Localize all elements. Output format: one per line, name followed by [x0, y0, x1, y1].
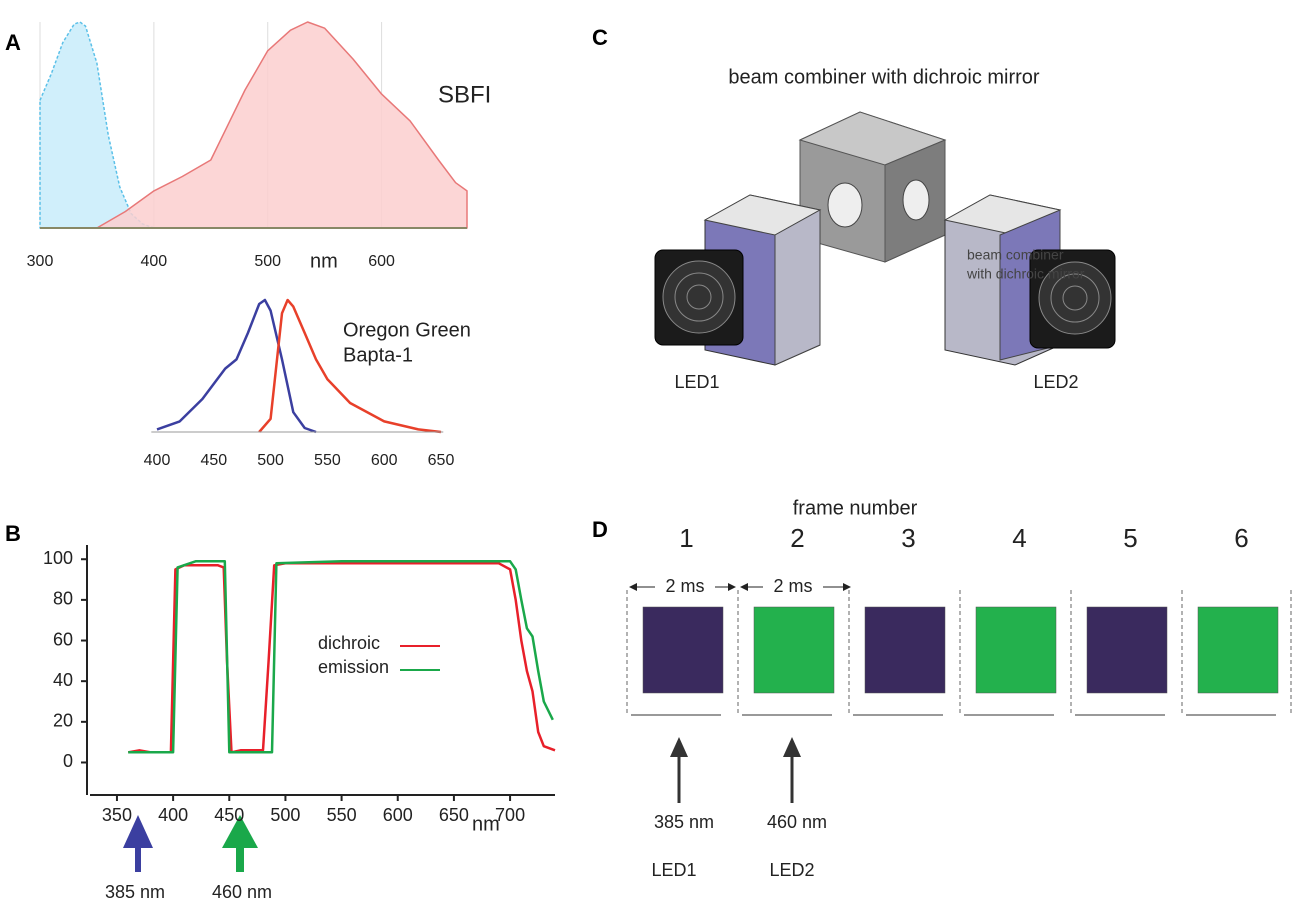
frame-number: 2 — [790, 523, 804, 553]
frame — [864, 606, 946, 694]
frame — [1197, 606, 1279, 694]
x-tick-label: 650 — [428, 452, 455, 469]
x-tick-label: 500 — [270, 805, 300, 825]
x-axis-label: nm — [310, 250, 338, 272]
interval-label: 2 ms — [665, 576, 704, 596]
timing-title: frame number — [793, 497, 918, 519]
x-tick-label: 400 — [158, 805, 188, 825]
x-tick-label: 650 — [439, 805, 469, 825]
y-tick-label: 100 — [43, 548, 73, 568]
frame — [642, 606, 724, 694]
area — [96, 21, 468, 229]
frame — [1086, 606, 1168, 694]
led-label: LED1 — [651, 860, 696, 880]
setup-illustration — [654, 111, 1116, 366]
line — [128, 560, 554, 754]
setup-title: beam combiner with dichroic mirror — [728, 66, 1040, 88]
led-label: LED2 — [1033, 372, 1078, 392]
overlay-label: with dichroic mirror — [966, 266, 1085, 282]
y-tick-label: 80 — [53, 589, 73, 609]
x-tick-label: 350 — [102, 805, 132, 825]
y-tick-label: 20 — [53, 711, 73, 731]
panel-label: A — [5, 30, 21, 55]
frame — [753, 606, 835, 694]
panel-label: D — [592, 517, 608, 542]
arrow — [236, 846, 244, 872]
x-tick-label: 450 — [214, 805, 244, 825]
x-tick-label: 400 — [144, 452, 171, 469]
x-tick-label: 300 — [27, 253, 54, 270]
annotation: SBFI — [438, 81, 491, 108]
x-tick-label: 500 — [257, 452, 284, 469]
annotation: Bapta-1 — [343, 344, 413, 366]
wavelength-label: 460 nm — [767, 812, 827, 832]
y-tick-label: 0 — [63, 751, 73, 771]
arrow-label: 385 nm — [105, 882, 165, 902]
y-tick-label: 60 — [53, 629, 73, 649]
led-label: LED1 — [674, 372, 719, 392]
frame-number: 5 — [1123, 523, 1137, 553]
label-bg — [763, 575, 823, 599]
led-label: LED2 — [769, 860, 814, 880]
x-tick-label: 550 — [327, 805, 357, 825]
chart: 350 400 450 500 550 600 650 700 0 20 40 60 80 100 dich… — [43, 545, 556, 825]
x-tick-label: 550 — [314, 452, 341, 469]
x-axis-label: nm — [472, 813, 500, 835]
panel-label: C — [592, 25, 608, 50]
line — [127, 562, 556, 754]
x-tick-label: 450 — [200, 452, 227, 469]
frame — [975, 606, 1057, 694]
arrow — [135, 846, 141, 872]
frame-number: 1 — [679, 523, 693, 553]
wavelength-label: 385 nm — [654, 812, 714, 832]
interval-label: 2 ms — [773, 576, 812, 596]
legend-label: dichroic — [318, 633, 380, 653]
area — [39, 21, 155, 229]
x-tick-label: 700 — [495, 805, 525, 825]
chart: 400 450 500 550 600 650 — [144, 298, 455, 469]
overlay-label: beam combiner — [967, 247, 1064, 263]
arrow — [123, 815, 153, 848]
arrow — [670, 737, 688, 757]
frame-number: 3 — [901, 523, 915, 553]
x-tick-label: 500 — [254, 253, 281, 270]
label-bg — [655, 575, 715, 599]
y-tick-label: 40 — [53, 670, 73, 690]
frame-number: 4 — [1012, 523, 1026, 553]
arrow — [783, 737, 801, 757]
x-tick-label: 600 — [371, 452, 398, 469]
x-tick-label: 400 — [141, 253, 168, 270]
annotation: Oregon Green — [343, 319, 471, 341]
line — [258, 298, 442, 434]
x-tick-label: 600 — [368, 253, 395, 270]
arrow-label: 460 nm — [212, 882, 272, 902]
chart: 300 400 500 600 — [27, 21, 468, 270]
arrow — [222, 815, 258, 848]
line — [156, 298, 317, 434]
legend-label: emission — [318, 657, 389, 677]
panel-label: B — [5, 521, 21, 546]
x-tick-label: 600 — [383, 805, 413, 825]
frame-number: 6 — [1234, 523, 1248, 553]
